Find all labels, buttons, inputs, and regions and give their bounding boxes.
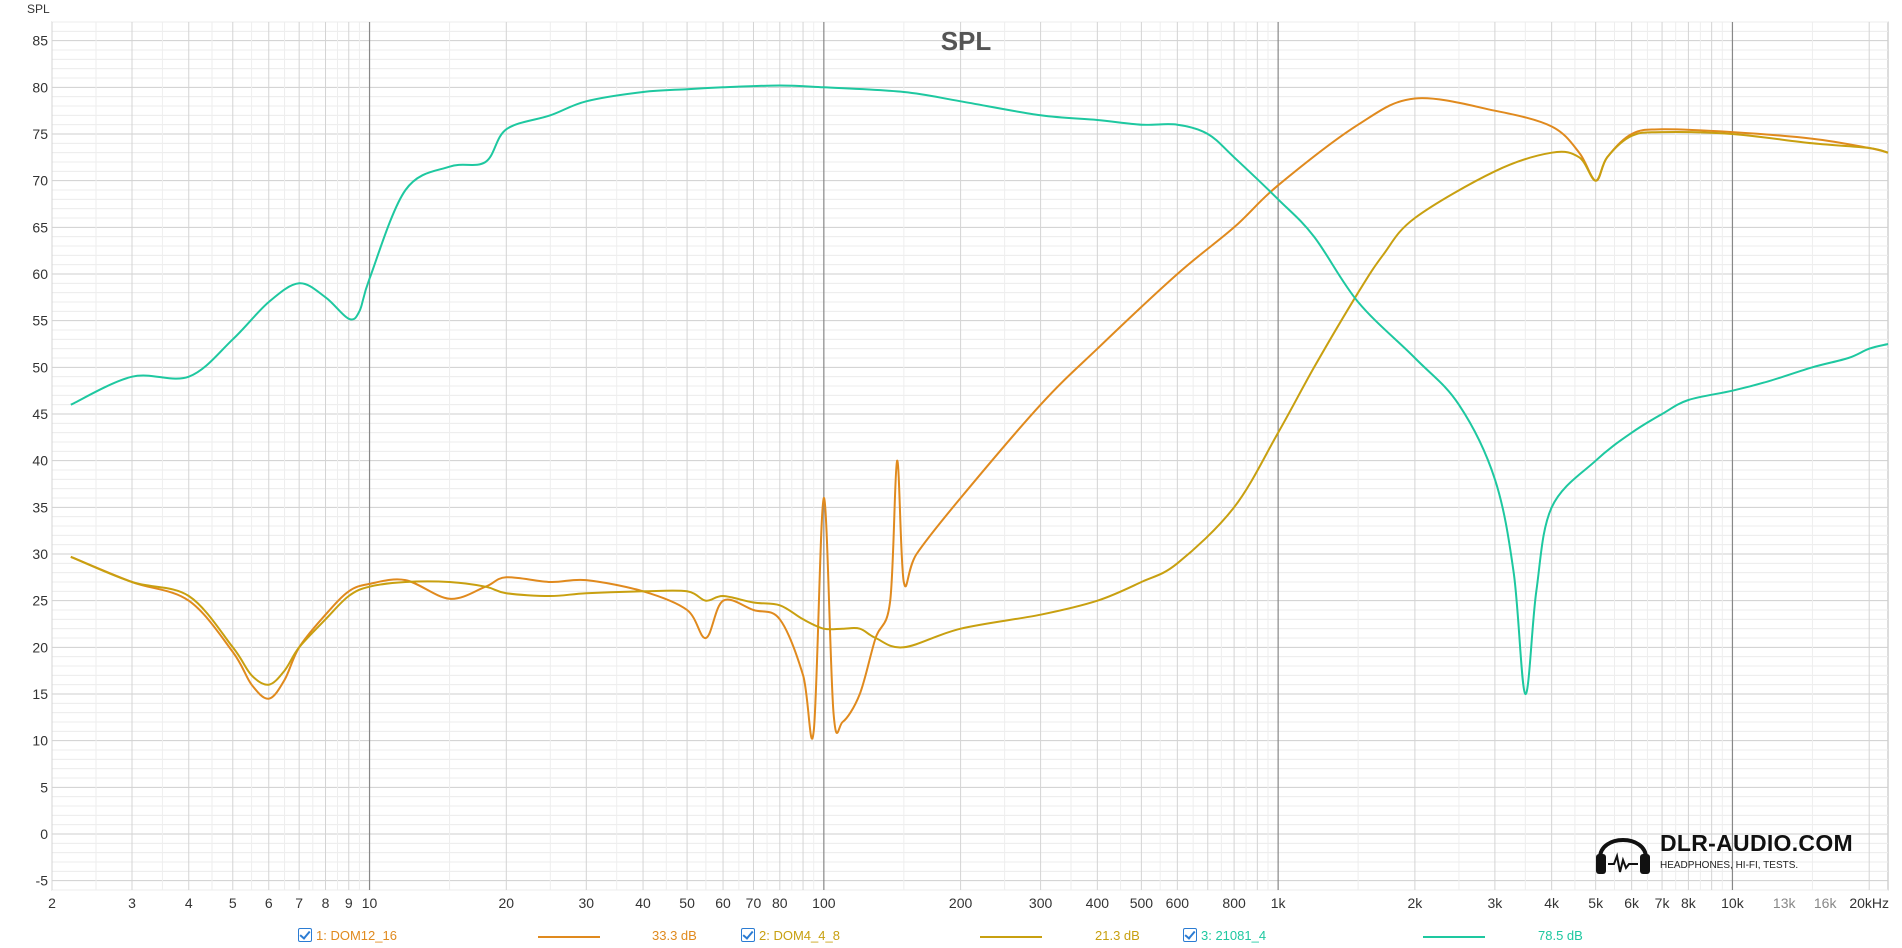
- y-tick-label: 25: [32, 593, 48, 609]
- chart-series: [70, 84, 1889, 740]
- x-tick-label: 10: [362, 895, 378, 911]
- y-tick-label: 80: [32, 79, 48, 95]
- legend-label: 1: DOM12_16: [316, 928, 397, 943]
- x-tick-label: 10k: [1721, 895, 1745, 911]
- x-tick-label: 50: [679, 895, 695, 911]
- x-tick-label: 60: [715, 895, 731, 911]
- legend-item-1[interactable]: 1: DOM12_16: [298, 928, 397, 943]
- x-tick-label: 2k: [1407, 895, 1423, 911]
- series-line-2: [70, 130, 1889, 686]
- plot-frame: [51, 21, 1889, 891]
- y-tick-label: 0: [40, 826, 48, 842]
- x-tick-label: 80: [772, 895, 788, 911]
- x-tick-label: 5k: [1588, 895, 1604, 911]
- legend-swatch: [980, 936, 1042, 938]
- legend-label: 2: DOM4_4_8: [759, 928, 840, 943]
- chart-title: SPL: [941, 26, 992, 56]
- checkbox-icon[interactable]: [1183, 928, 1197, 942]
- x-tick-label: 16k: [1814, 895, 1838, 911]
- x-tick-label: 7k: [1655, 895, 1671, 911]
- y-axis-label: SPL: [27, 2, 50, 16]
- legend-swatch: [538, 936, 600, 938]
- y-tick-label: 70: [32, 173, 48, 189]
- legend-swatch: [1423, 936, 1485, 938]
- x-tick-label: 9: [345, 895, 353, 911]
- y-tick-label: 40: [32, 453, 48, 469]
- x-tick-label: 4k: [1544, 895, 1560, 911]
- x-tick-label: 6k: [1624, 895, 1640, 911]
- x-tick-label: 1k: [1271, 895, 1287, 911]
- y-tick-label: 30: [32, 546, 48, 562]
- x-tick-label: 8: [322, 895, 330, 911]
- y-tick-label: 50: [32, 359, 48, 375]
- legend-level: 21.3 dB: [1095, 928, 1140, 943]
- y-tick-label: 35: [32, 499, 48, 515]
- legend-item-3[interactable]: 3: 21081_4: [1183, 928, 1266, 943]
- logo-title: DLR-AUDIO.COM: [1660, 830, 1853, 856]
- x-tick-label: 3: [128, 895, 136, 911]
- x-tick-label: 100: [812, 895, 836, 911]
- x-tick-label: 600: [1166, 895, 1190, 911]
- y-tick-label: 85: [32, 33, 48, 49]
- y-tick-label: 5: [40, 779, 48, 795]
- x-tick-label: 3k: [1487, 895, 1503, 911]
- x-tick-label: 7: [295, 895, 303, 911]
- x-tick-label: 13k: [1773, 895, 1797, 911]
- logo-subtitle: HEADPHONES, HI-FI, TESTS.: [1660, 860, 1799, 871]
- x-tick-label: 5: [229, 895, 237, 911]
- legend-level: 78.5 dB: [1538, 928, 1583, 943]
- x-tick-label: 20kHz: [1849, 895, 1889, 911]
- x-tick-label: 20: [499, 895, 515, 911]
- y-tick-label: 60: [32, 266, 48, 282]
- checkbox-icon[interactable]: [741, 928, 755, 942]
- series-line-3: [70, 84, 1889, 696]
- x-tick-label: 6: [265, 895, 273, 911]
- checkbox-icon[interactable]: [298, 928, 312, 942]
- x-tick-label: 500: [1130, 895, 1154, 911]
- headphones-icon: [1596, 838, 1650, 874]
- y-tick-label: 20: [32, 639, 48, 655]
- legend-label: 3: 21081_4: [1201, 928, 1267, 943]
- x-tick-label: 2: [48, 895, 56, 911]
- chart-legend: 1: DOM12_16 33.3 dB 2: DOM4_4_8 21.3 dB …: [0, 926, 1902, 948]
- y-tick-label: 55: [32, 313, 48, 329]
- x-tick-label: 400: [1086, 895, 1110, 911]
- x-tick-label: 800: [1222, 895, 1246, 911]
- site-logo: DLR-AUDIO.COM HEADPHONES, HI-FI, TESTS.: [1592, 820, 1872, 880]
- x-tick-label: 300: [1029, 895, 1053, 911]
- x-tick-label: 30: [579, 895, 595, 911]
- x-tick-label: 40: [635, 895, 651, 911]
- y-tick-label: 75: [32, 126, 48, 142]
- y-tick-label: -5: [36, 873, 49, 889]
- x-tick-label: 8k: [1681, 895, 1697, 911]
- y-tick-label: 45: [32, 406, 48, 422]
- x-tick-label: 70: [746, 895, 762, 911]
- x-tick-label: 4: [185, 895, 193, 911]
- y-tick-label: 65: [32, 219, 48, 235]
- legend-level: 33.3 dB: [652, 928, 697, 943]
- y-tick-label: 15: [32, 686, 48, 702]
- y-tick-label: 10: [32, 733, 48, 749]
- series-line-1: [70, 97, 1889, 740]
- legend-item-2[interactable]: 2: DOM4_4_8: [741, 928, 840, 943]
- chart-grid: [51, 21, 1889, 891]
- x-tick-label: 200: [949, 895, 973, 911]
